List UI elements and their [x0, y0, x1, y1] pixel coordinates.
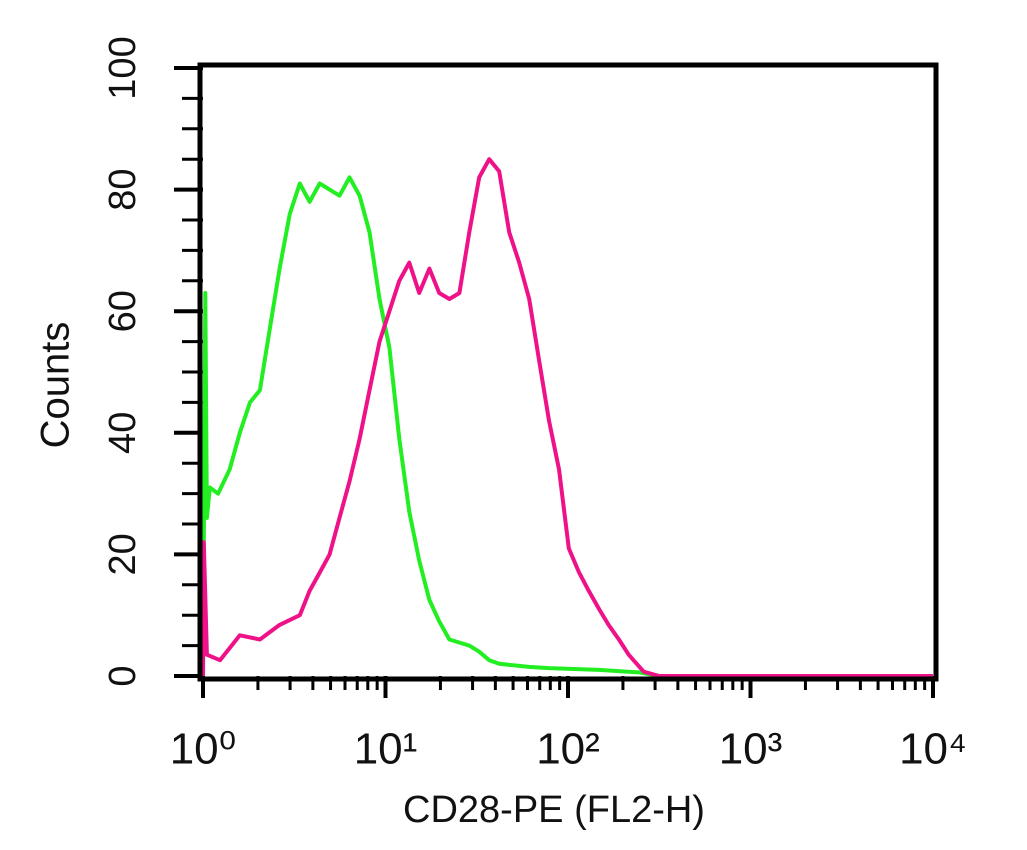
y-tick-label: 60: [102, 290, 144, 332]
x-axis-title: CD28-PE (FL2-H): [403, 789, 705, 831]
x-tick-label: 10¹: [354, 725, 418, 774]
y-axis-title: Counts: [34, 322, 78, 449]
plot-frame: [197, 62, 939, 682]
y-tick-label: 80: [102, 168, 144, 210]
x-tick-label: 10³: [719, 725, 783, 774]
x-tick-label: 10²: [536, 725, 600, 774]
y-tick-label: 0: [102, 665, 144, 686]
y-tick-label: 20: [102, 533, 144, 575]
x-tick-label: 10⁰: [170, 725, 237, 774]
histogram-line: [201, 157, 933, 678]
y-tick-label: 100: [102, 36, 144, 99]
histogram-line: [201, 175, 933, 678]
x-tick-label: 10⁴: [899, 725, 967, 774]
y-tick-label: 40: [102, 412, 144, 454]
